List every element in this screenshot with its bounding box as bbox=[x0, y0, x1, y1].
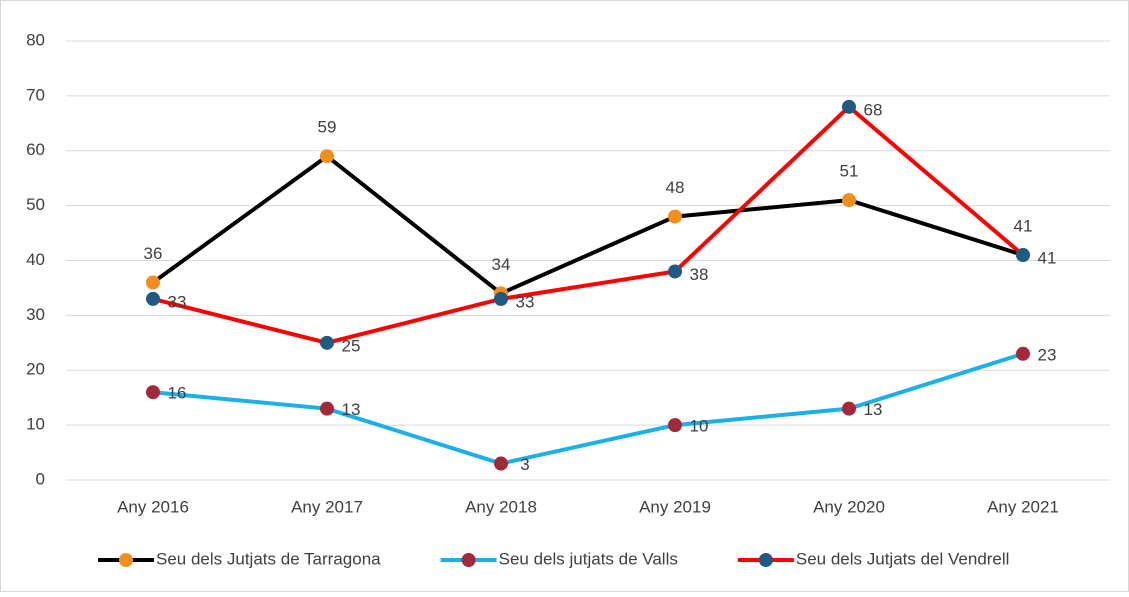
marker bbox=[842, 99, 856, 114]
data-label: 68 bbox=[864, 100, 883, 119]
x-tick-label: Any 2020 bbox=[813, 497, 885, 516]
data-label: 41 bbox=[1014, 216, 1033, 235]
y-tick-label: 40 bbox=[26, 250, 45, 269]
y-tick-label: 70 bbox=[26, 85, 45, 104]
series-line bbox=[151, 153, 1024, 296]
legend-marker bbox=[461, 553, 476, 567]
data-label: 48 bbox=[666, 178, 685, 197]
x-tick-label: Any 2016 bbox=[117, 497, 189, 516]
marker bbox=[668, 209, 682, 224]
series-line bbox=[152, 351, 1024, 466]
data-label: 51 bbox=[840, 162, 859, 181]
legend-label: Seu dels Jutjats del Vendrell bbox=[796, 549, 1010, 568]
marker bbox=[1016, 346, 1030, 361]
x-tick-label: Any 2018 bbox=[465, 497, 537, 516]
legend-label: Seu dels Jutjats de Tarragona bbox=[156, 549, 381, 568]
legend-label: Seu dels jutjats de Valls bbox=[499, 549, 678, 568]
data-label: 10 bbox=[690, 417, 709, 436]
y-tick-label: 20 bbox=[26, 360, 45, 379]
data-label: 13 bbox=[864, 400, 883, 419]
x-tick-label: Any 2019 bbox=[639, 497, 711, 516]
marker bbox=[320, 149, 334, 164]
marker bbox=[320, 401, 334, 416]
data-label: 33 bbox=[168, 292, 187, 311]
y-tick-label: 50 bbox=[26, 195, 45, 214]
y-tick-label: 80 bbox=[26, 30, 45, 49]
y-tick-label: 30 bbox=[26, 305, 45, 324]
marker bbox=[842, 193, 856, 208]
data-label: 3 bbox=[520, 455, 529, 474]
data-label: 13 bbox=[342, 400, 361, 419]
y-tick-label: 10 bbox=[26, 415, 45, 434]
data-label: 59 bbox=[318, 118, 337, 137]
data-label: 23 bbox=[1038, 345, 1057, 364]
legend-marker bbox=[119, 553, 133, 567]
data-label: 36 bbox=[144, 244, 163, 263]
marker bbox=[668, 418, 682, 433]
data-label: 38 bbox=[690, 265, 709, 284]
x-tick-label: Any 2021 bbox=[987, 497, 1059, 516]
marker bbox=[494, 456, 508, 471]
legend-marker bbox=[758, 553, 773, 567]
marker bbox=[146, 275, 160, 290]
y-tick-label: 60 bbox=[26, 140, 45, 159]
data-label: 25 bbox=[342, 336, 361, 355]
marker bbox=[668, 264, 682, 279]
marker bbox=[146, 385, 160, 400]
marker bbox=[1016, 248, 1030, 263]
marker bbox=[842, 401, 856, 416]
y-tick-label: 0 bbox=[36, 469, 45, 488]
data-label: 33 bbox=[516, 292, 535, 311]
marker bbox=[320, 335, 334, 350]
marker bbox=[494, 291, 508, 306]
marker bbox=[146, 291, 160, 306]
series-line bbox=[152, 104, 1025, 345]
data-label: 34 bbox=[492, 255, 511, 274]
x-tick-label: Any 2017 bbox=[291, 497, 363, 516]
data-label: 41 bbox=[1038, 248, 1057, 267]
data-label: 16 bbox=[168, 384, 187, 403]
